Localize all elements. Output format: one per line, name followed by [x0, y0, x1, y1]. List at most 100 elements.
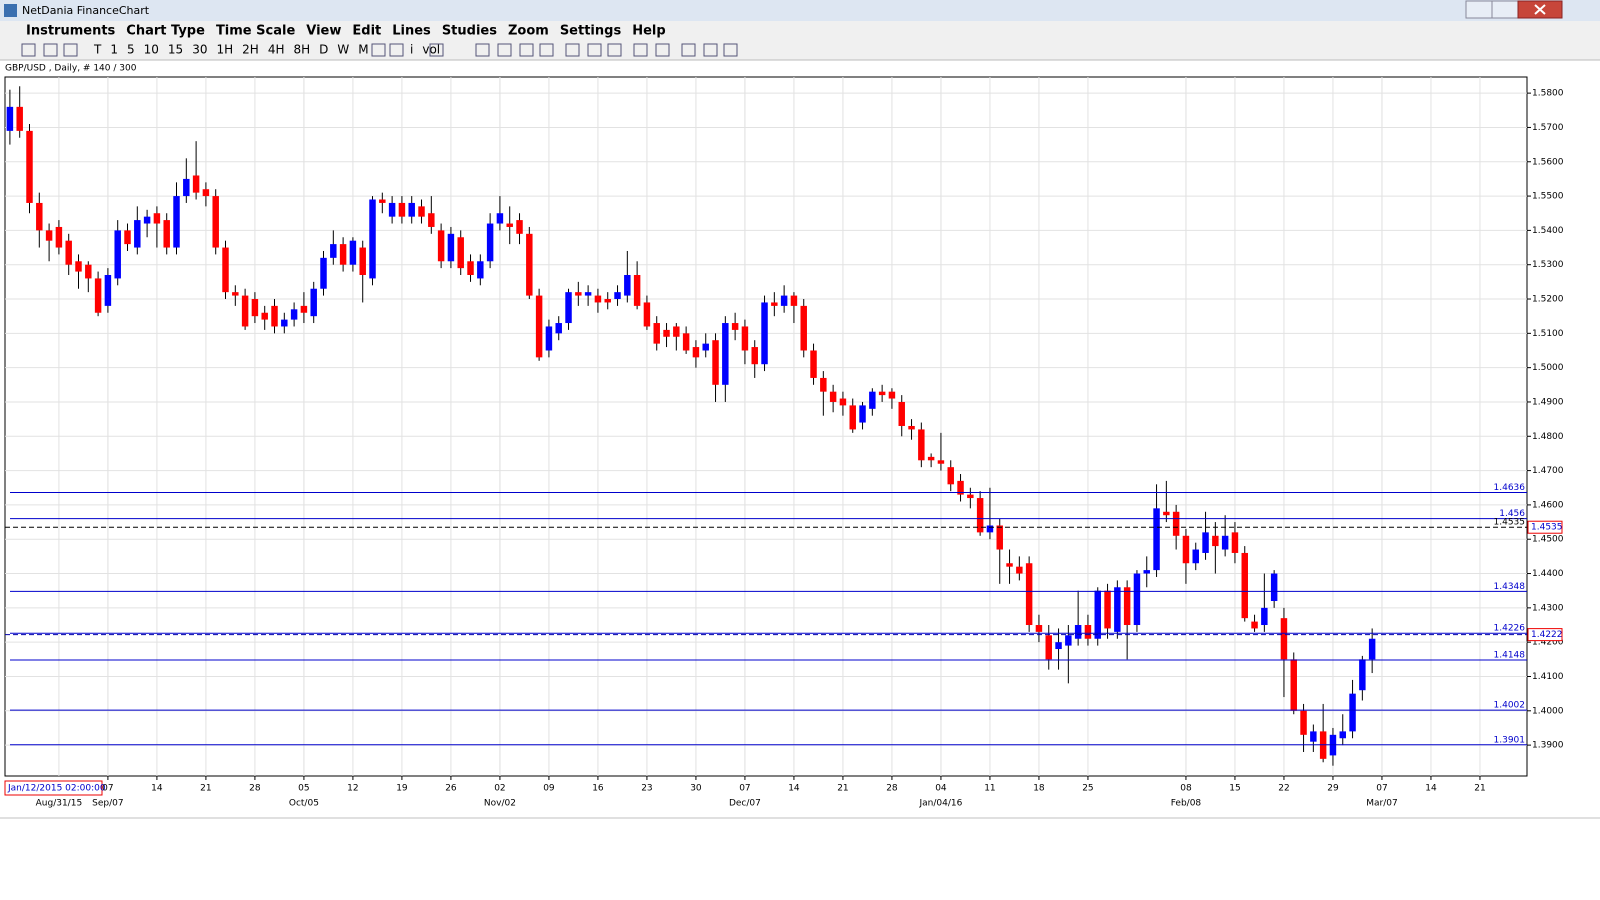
plot-frame	[4, 76, 1528, 777]
x-tick-label: 28	[249, 784, 261, 794]
candle-body	[173, 196, 180, 248]
toolbar-icon[interactable]	[607, 43, 622, 57]
toolbar-button[interactable]: i	[410, 43, 413, 57]
toolbar-icon[interactable]	[497, 43, 512, 57]
toolbar-icon[interactable]	[43, 43, 58, 57]
title-bar	[0, 0, 1600, 21]
candle-body	[281, 319, 288, 327]
toolbar-icon[interactable]	[587, 43, 602, 57]
menu-bar	[0, 21, 1600, 40]
x-tick-label: 14	[151, 784, 163, 794]
x-tick-label: 14	[1425, 784, 1437, 794]
toolbar-icon[interactable]	[703, 43, 718, 57]
toolbar-button[interactable]: 1H	[216, 43, 233, 57]
toolbar-button[interactable]: vol	[422, 43, 440, 57]
menu-item[interactable]: Time Scale	[216, 24, 296, 39]
menu-item[interactable]: Lines	[392, 24, 431, 39]
candle-body	[1310, 731, 1317, 742]
candle-body	[212, 196, 219, 248]
y-tick-label: 1.3900	[1532, 741, 1564, 751]
toolbar-button[interactable]: 30	[192, 43, 207, 57]
candle-body	[222, 247, 229, 293]
candle-body	[1123, 587, 1131, 626]
toolbar-icon[interactable]	[633, 43, 648, 57]
toolbar-button[interactable]: 2H	[242, 43, 259, 57]
candle-body	[1270, 573, 1278, 601]
toolbar-button[interactable]: 10	[144, 43, 159, 57]
toolbar-button[interactable]: 8H	[293, 43, 310, 57]
app-icon	[4, 4, 17, 17]
menu-item[interactable]: Settings	[560, 24, 622, 39]
candle-body	[163, 220, 170, 248]
level-label: 1.4348	[1494, 582, 1526, 592]
toolbar-button[interactable]: W	[337, 43, 349, 57]
toolbar-button[interactable]: D	[319, 43, 328, 57]
candle-body	[1045, 635, 1052, 660]
candle-body	[45, 230, 53, 241]
maximize-button[interactable]	[1491, 0, 1519, 19]
candle-body	[457, 237, 464, 269]
toolbar-icon[interactable]	[681, 43, 696, 57]
candle-body	[957, 480, 964, 495]
candle-body	[712, 340, 719, 385]
candle-body	[624, 274, 631, 296]
menu-item[interactable]: Zoom	[508, 24, 549, 39]
candle-body	[1241, 552, 1248, 619]
toolbar-icon[interactable]	[655, 43, 670, 57]
candle-body	[359, 247, 366, 275]
x-tick-label: 19	[396, 784, 408, 794]
toolbar-button[interactable]: 1	[110, 43, 118, 57]
candle-body	[1084, 625, 1092, 639]
candle-body	[114, 230, 121, 279]
toolbar-button[interactable]: 5	[127, 43, 135, 57]
candle-body	[1349, 693, 1356, 732]
menu-item[interactable]: View	[306, 24, 341, 39]
toolbar-icon[interactable]	[565, 43, 580, 57]
toolbar-icon[interactable]	[723, 43, 738, 57]
candle-body	[153, 213, 161, 224]
candle-body	[428, 213, 435, 227]
toolbar-icon[interactable]	[63, 43, 78, 57]
menu-item[interactable]: Instruments	[26, 24, 116, 39]
candle-body	[1143, 570, 1150, 574]
y-tick-label: 1.4700	[1532, 466, 1564, 476]
candle-body	[516, 220, 523, 234]
level-label: 1.4002	[1494, 701, 1526, 711]
minimize-button[interactable]	[1465, 0, 1493, 19]
x-tick-label: 29	[1327, 784, 1339, 794]
menu-item[interactable]: Help	[632, 24, 665, 39]
candle-body	[731, 323, 739, 330]
toolbar-button[interactable]: 15	[168, 43, 183, 57]
candle-body	[692, 347, 700, 358]
candle-body	[65, 240, 72, 265]
y-tick-label: 1.5000	[1532, 363, 1564, 373]
chart-title: GBP/USD , Daily, # 140 / 300	[5, 64, 137, 74]
candle-body	[261, 312, 268, 320]
candle-body	[751, 347, 758, 365]
menu-item[interactable]: Studies	[442, 24, 497, 39]
toolbar-icon[interactable]	[21, 43, 36, 57]
candle-body	[388, 202, 396, 217]
menu-item[interactable]: Chart Type	[126, 24, 205, 39]
toolbar-icon[interactable]	[519, 43, 534, 57]
menu-item[interactable]: Edit	[352, 24, 381, 39]
candle-body	[418, 206, 425, 217]
toolbar-button[interactable]: 4H	[268, 43, 285, 57]
candle-body	[898, 401, 905, 426]
toolbar-icon[interactable]	[539, 43, 554, 57]
candle-body	[918, 429, 925, 461]
price-line-label: 1.4535	[1494, 518, 1526, 528]
toolbar-icon[interactable]	[429, 43, 444, 57]
candle-body	[682, 333, 690, 351]
candle-body	[761, 302, 768, 365]
toolbar-button[interactable]: M	[358, 43, 368, 57]
y-tick-label: 1.5300	[1532, 260, 1564, 270]
candle-body	[869, 391, 876, 409]
toolbar-icon[interactable]	[371, 43, 386, 57]
toolbar-button[interactable]: T	[93, 43, 102, 57]
toolbar-icon[interactable]	[389, 43, 404, 57]
candle-body	[1114, 587, 1121, 632]
candle-body	[673, 326, 680, 337]
x-major-label: Dec/07	[729, 799, 761, 809]
toolbar-icon[interactable]	[475, 43, 490, 57]
